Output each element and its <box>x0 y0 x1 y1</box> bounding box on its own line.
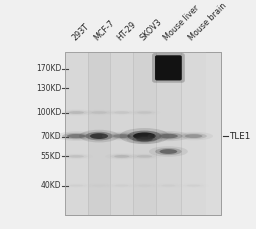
Ellipse shape <box>60 109 93 116</box>
Text: MCF-7: MCF-7 <box>93 18 117 42</box>
Ellipse shape <box>128 110 161 115</box>
Ellipse shape <box>111 184 132 187</box>
Ellipse shape <box>65 155 88 158</box>
Ellipse shape <box>106 110 138 115</box>
Ellipse shape <box>86 132 113 140</box>
Ellipse shape <box>60 154 93 159</box>
Ellipse shape <box>67 134 86 138</box>
FancyBboxPatch shape <box>152 53 185 83</box>
FancyBboxPatch shape <box>133 52 156 215</box>
Text: 170KD: 170KD <box>36 64 61 73</box>
Ellipse shape <box>82 110 116 115</box>
Ellipse shape <box>65 110 88 115</box>
Ellipse shape <box>90 133 108 139</box>
Ellipse shape <box>159 134 178 138</box>
FancyBboxPatch shape <box>65 52 221 215</box>
Ellipse shape <box>155 148 182 155</box>
Text: 40KD: 40KD <box>41 181 61 190</box>
Text: SKOV3: SKOV3 <box>138 17 163 42</box>
Ellipse shape <box>158 184 179 187</box>
Text: Mouse liver: Mouse liver <box>162 3 201 42</box>
Ellipse shape <box>162 185 175 187</box>
Ellipse shape <box>126 135 163 144</box>
Ellipse shape <box>187 185 200 187</box>
FancyBboxPatch shape <box>65 52 88 215</box>
FancyBboxPatch shape <box>110 52 133 215</box>
Ellipse shape <box>174 132 213 140</box>
Ellipse shape <box>120 128 169 144</box>
Ellipse shape <box>56 131 97 141</box>
Ellipse shape <box>180 133 207 139</box>
Ellipse shape <box>127 131 162 142</box>
Ellipse shape <box>136 137 153 142</box>
Ellipse shape <box>89 184 110 187</box>
Ellipse shape <box>115 185 129 187</box>
FancyBboxPatch shape <box>156 52 181 215</box>
FancyBboxPatch shape <box>88 52 110 215</box>
Ellipse shape <box>133 132 156 140</box>
Text: HT-29: HT-29 <box>115 20 138 42</box>
Ellipse shape <box>133 155 156 158</box>
Ellipse shape <box>134 184 155 187</box>
Text: TLE1: TLE1 <box>229 132 250 141</box>
Ellipse shape <box>91 111 106 114</box>
Ellipse shape <box>114 111 129 114</box>
Text: 55KD: 55KD <box>41 152 61 161</box>
Ellipse shape <box>62 133 91 139</box>
Ellipse shape <box>133 111 155 114</box>
Ellipse shape <box>105 153 138 160</box>
FancyBboxPatch shape <box>181 52 206 215</box>
Ellipse shape <box>154 133 183 139</box>
Ellipse shape <box>128 154 161 159</box>
Ellipse shape <box>137 185 151 187</box>
Text: Mouse brain: Mouse brain <box>187 1 228 42</box>
Ellipse shape <box>69 185 83 187</box>
Ellipse shape <box>66 184 87 187</box>
Ellipse shape <box>148 131 189 141</box>
Ellipse shape <box>110 154 133 158</box>
Ellipse shape <box>111 111 133 114</box>
Ellipse shape <box>137 155 152 158</box>
Text: 130KD: 130KD <box>36 84 61 93</box>
Ellipse shape <box>102 132 142 140</box>
Ellipse shape <box>88 111 110 114</box>
Ellipse shape <box>69 111 84 114</box>
Ellipse shape <box>149 146 188 157</box>
Ellipse shape <box>159 149 177 154</box>
Ellipse shape <box>69 155 84 158</box>
Text: 100KD: 100KD <box>36 108 61 117</box>
FancyBboxPatch shape <box>155 55 182 80</box>
Text: 293T: 293T <box>70 22 91 42</box>
Ellipse shape <box>183 184 204 187</box>
Ellipse shape <box>137 111 152 114</box>
Ellipse shape <box>132 136 157 142</box>
Text: 70KD: 70KD <box>41 132 61 141</box>
Ellipse shape <box>79 130 119 142</box>
Ellipse shape <box>108 133 135 139</box>
Ellipse shape <box>92 185 106 187</box>
Ellipse shape <box>113 134 131 138</box>
Ellipse shape <box>114 155 129 158</box>
Ellipse shape <box>185 134 202 138</box>
